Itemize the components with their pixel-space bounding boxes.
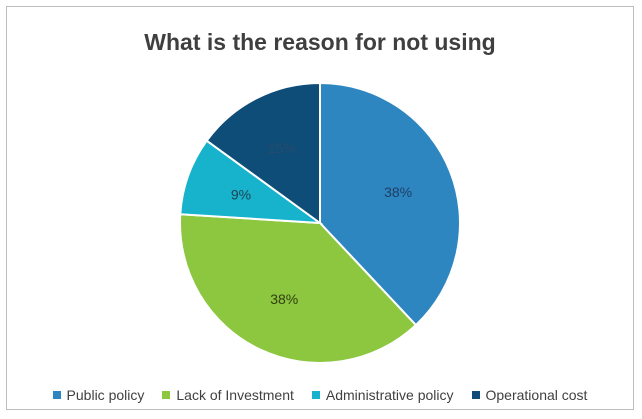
pie-slice-operational-cost [205,81,321,225]
legend-swatch [162,391,171,399]
slice-data-label: 15% [268,140,296,156]
slice-data-label: 38% [270,291,298,307]
pie-slice-lack-of-investment [179,213,418,364]
pie-slice-administrative-policy [179,139,324,225]
legend-swatch [311,391,320,399]
legend-item-operational-cost: Operational cost [471,387,588,403]
legend-swatch [471,391,480,399]
slice-data-label: 38% [384,184,412,200]
chart-legend: Public policy Lack of Investment Adminis… [7,387,633,403]
legend-item-administrative-policy: Administrative policy [311,387,454,403]
legend-label: Lack of Investment [176,387,294,403]
chart-title: What is the reason for not using [144,29,496,55]
legend-label: Operational cost [485,387,588,403]
legend-label: Administrative policy [325,387,454,403]
legend-item-public-policy: Public policy [52,387,145,403]
legend-label: Public policy [66,387,145,403]
legend-item-lack-of-investment: Lack of Investment [162,387,294,403]
chart-frame: What is the reason for not using 38% 38% 9… [6,6,634,410]
pie-slice-public-policy [319,81,461,327]
pie-chart: 38% 38% 9% 15% [179,81,461,364]
slice-data-label: 9% [231,187,251,203]
legend-swatch [52,391,61,399]
